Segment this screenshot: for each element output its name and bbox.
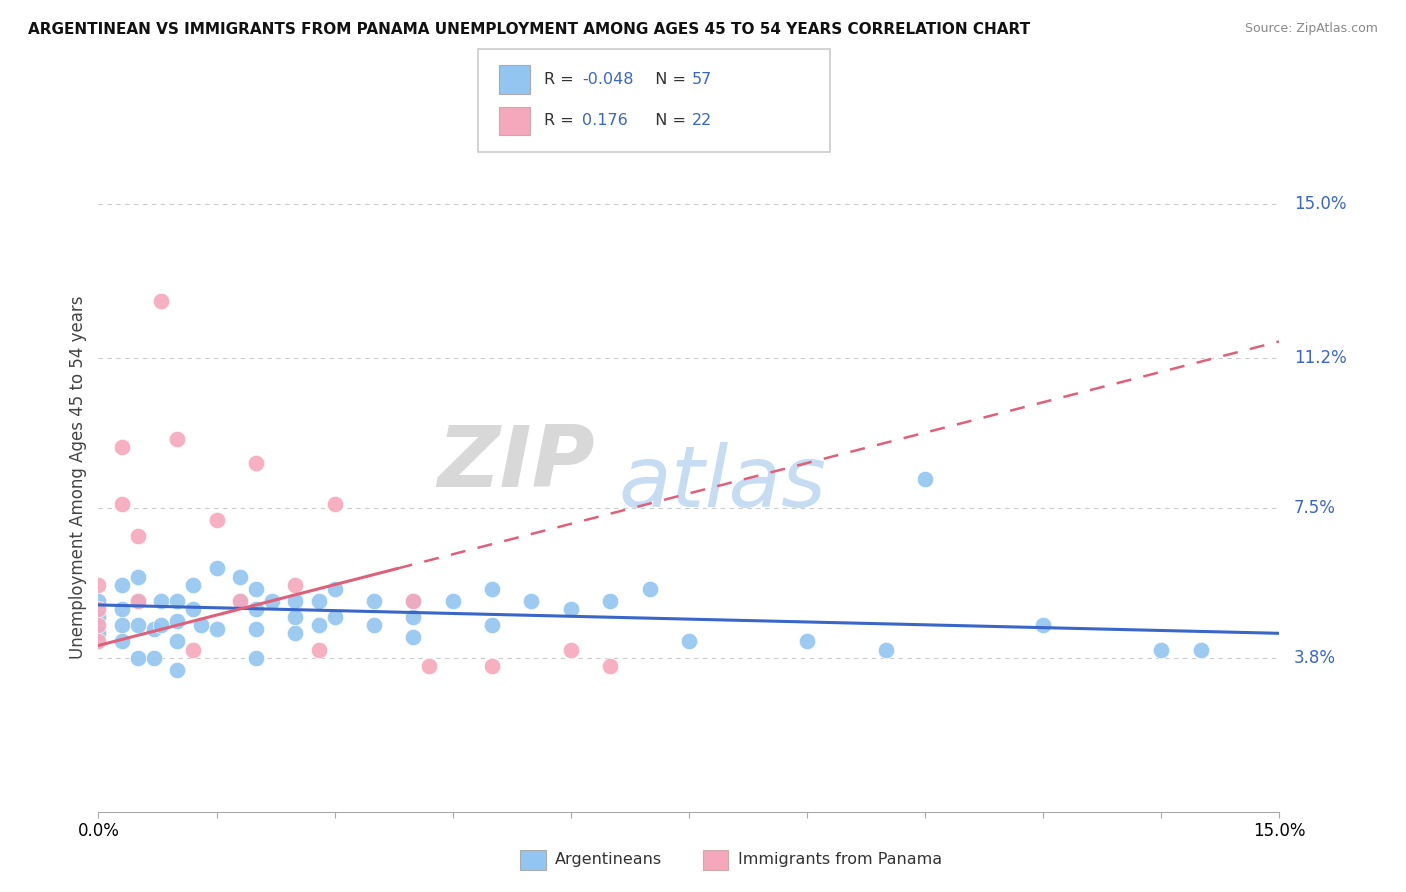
- Point: [363, 618, 385, 632]
- Text: 11.2%: 11.2%: [1294, 349, 1347, 367]
- Point: [87, 634, 110, 648]
- Point: [181, 642, 204, 657]
- Point: [418, 658, 440, 673]
- Point: [560, 602, 582, 616]
- Point: [796, 634, 818, 648]
- Point: [166, 594, 188, 608]
- Point: [127, 594, 149, 608]
- Text: Source: ZipAtlas.com: Source: ZipAtlas.com: [1244, 22, 1378, 36]
- Point: [127, 650, 149, 665]
- Point: [229, 594, 252, 608]
- Point: [481, 582, 503, 596]
- Text: ARGENTINEAN VS IMMIGRANTS FROM PANAMA UNEMPLOYMENT AMONG AGES 45 TO 54 YEARS COR: ARGENTINEAN VS IMMIGRANTS FROM PANAMA UN…: [28, 22, 1031, 37]
- Point: [166, 614, 188, 628]
- Point: [560, 642, 582, 657]
- Point: [87, 602, 110, 616]
- Point: [260, 594, 283, 608]
- Point: [205, 513, 228, 527]
- Point: [205, 561, 228, 575]
- Point: [229, 594, 252, 608]
- Point: [181, 602, 204, 616]
- Text: R =: R =: [544, 113, 579, 128]
- Y-axis label: Unemployment Among Ages 45 to 54 years: Unemployment Among Ages 45 to 54 years: [69, 295, 87, 659]
- Point: [150, 618, 173, 632]
- Point: [245, 602, 267, 616]
- Point: [481, 658, 503, 673]
- Point: [323, 497, 346, 511]
- Point: [87, 618, 110, 632]
- Point: [245, 650, 267, 665]
- Point: [87, 577, 110, 591]
- Point: [284, 577, 307, 591]
- Point: [308, 594, 330, 608]
- Point: [308, 618, 330, 632]
- Point: [402, 594, 425, 608]
- Point: [166, 663, 188, 677]
- Text: R =: R =: [544, 72, 579, 87]
- Point: [142, 650, 165, 665]
- Point: [190, 618, 212, 632]
- Point: [1150, 642, 1173, 657]
- Point: [363, 594, 385, 608]
- Point: [599, 594, 621, 608]
- Point: [142, 622, 165, 636]
- Text: 7.5%: 7.5%: [1294, 499, 1336, 516]
- Point: [323, 582, 346, 596]
- Point: [402, 631, 425, 645]
- Point: [127, 529, 149, 543]
- Point: [402, 610, 425, 624]
- Point: [229, 569, 252, 583]
- Point: [245, 622, 267, 636]
- Point: [111, 634, 134, 648]
- Point: [150, 594, 173, 608]
- Text: 22: 22: [692, 113, 711, 128]
- Point: [1189, 642, 1212, 657]
- Point: [127, 569, 149, 583]
- Point: [308, 642, 330, 657]
- Point: [875, 642, 897, 657]
- Point: [402, 594, 425, 608]
- Text: Immigrants from Panama: Immigrants from Panama: [738, 853, 942, 867]
- Point: [284, 610, 307, 624]
- Point: [166, 634, 188, 648]
- Point: [245, 582, 267, 596]
- Point: [127, 618, 149, 632]
- Point: [127, 594, 149, 608]
- Point: [150, 293, 173, 308]
- Point: [284, 594, 307, 608]
- Text: atlas: atlas: [619, 442, 827, 525]
- Point: [599, 658, 621, 673]
- Text: N =: N =: [645, 113, 692, 128]
- Point: [245, 456, 267, 470]
- Point: [111, 497, 134, 511]
- Point: [87, 610, 110, 624]
- Point: [481, 618, 503, 632]
- Point: [181, 577, 204, 591]
- Point: [205, 622, 228, 636]
- Point: [87, 594, 110, 608]
- Point: [111, 577, 134, 591]
- Point: [323, 610, 346, 624]
- Text: N =: N =: [645, 72, 692, 87]
- Point: [1032, 618, 1054, 632]
- Point: [111, 618, 134, 632]
- Text: 15.0%: 15.0%: [1294, 194, 1346, 212]
- Point: [87, 626, 110, 640]
- Point: [441, 594, 464, 608]
- Point: [914, 472, 936, 486]
- Text: -0.048: -0.048: [582, 72, 634, 87]
- Text: 0.176: 0.176: [582, 113, 628, 128]
- Point: [111, 440, 134, 454]
- Text: Argentineans: Argentineans: [555, 853, 662, 867]
- Point: [111, 602, 134, 616]
- Text: 3.8%: 3.8%: [1294, 648, 1336, 666]
- Point: [678, 634, 700, 648]
- Text: ZIP: ZIP: [437, 422, 595, 506]
- Point: [284, 626, 307, 640]
- Text: 57: 57: [692, 72, 711, 87]
- Point: [166, 432, 188, 446]
- Point: [638, 582, 661, 596]
- Point: [520, 594, 543, 608]
